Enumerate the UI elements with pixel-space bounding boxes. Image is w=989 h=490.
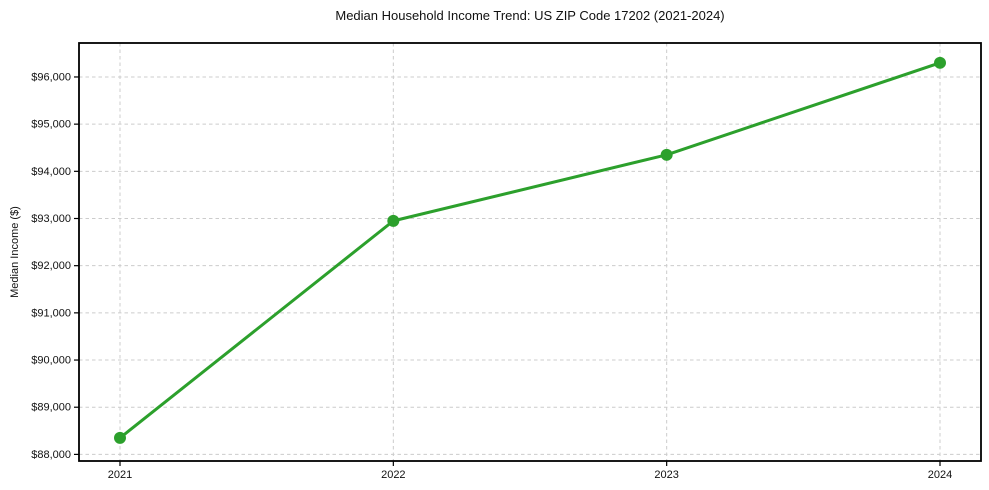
x-tick-label: 2024 xyxy=(928,469,952,481)
y-tick-label: $92,000 xyxy=(31,260,71,272)
income-trend-line xyxy=(118,61,942,440)
y-tick-label: $90,000 xyxy=(31,355,71,367)
data-point-marker xyxy=(387,214,400,227)
x-tick-label: 2023 xyxy=(654,469,678,481)
y-tick-label: $96,000 xyxy=(31,71,71,83)
axes-spines xyxy=(78,42,982,462)
data-point-marker xyxy=(660,148,673,161)
y-tick-label: $89,000 xyxy=(31,402,71,414)
y-tick-label: $94,000 xyxy=(31,166,71,178)
y-tick-label: $88,000 xyxy=(31,449,71,461)
y-tick-label: $93,000 xyxy=(31,213,71,225)
data-point-marker xyxy=(934,56,946,69)
x-tick-label: 2022 xyxy=(381,469,405,481)
y-tick-label: $95,000 xyxy=(31,119,71,131)
chart-title: Median Household Income Trend: US ZIP Co… xyxy=(335,8,725,23)
x-tick-label: 2021 xyxy=(108,469,132,481)
y-tick-label: $91,000 xyxy=(31,307,71,319)
data-point-marker xyxy=(114,431,126,444)
